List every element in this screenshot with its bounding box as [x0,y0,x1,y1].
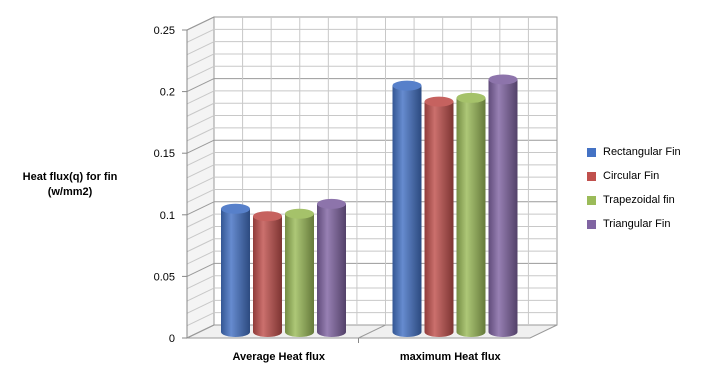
y-tick-label: 0 [169,333,175,345]
gridline-side [186,225,215,240]
bar-body [456,97,486,337]
bar [456,92,486,337]
x-category-label: Average Heat flux [232,351,325,363]
bar-body [221,208,250,337]
bar-body [253,216,282,337]
y-axis-label: Heat flux(q) for fin (w/mm2) [22,171,118,198]
bar-top [488,74,518,85]
gridline-side [186,53,215,68]
bars [221,74,518,337]
bar-top [392,80,422,91]
bar [424,96,454,337]
bar-top [424,96,454,107]
gridline-side [186,115,215,130]
gridline-side [186,213,215,228]
legend-swatch [587,171,596,181]
gridline-side [186,102,215,117]
gridline-side [186,324,215,339]
legend: Rectangular Fin Circular Fin Trapezoidal f… [587,140,681,236]
legend-item: Rectangular Fin [587,140,681,164]
legend-label: Triangular Fin [603,218,671,230]
bar-body [392,85,422,337]
bar-body [488,79,518,337]
legend-label: Trapezoidal fin [603,194,675,206]
gridline-side [186,127,215,142]
bar [488,74,518,337]
legend-swatch [587,147,596,157]
gridline-side [186,152,215,166]
gridline-side [186,250,215,265]
bar-top [456,92,486,103]
bar [285,208,314,337]
gridline-side [186,164,215,179]
gridline-side [186,78,215,93]
bar [317,198,346,337]
bar-top [221,203,250,214]
legend-swatch [587,195,596,205]
y-tick-label: 0.05 [154,271,175,283]
bar [221,203,250,337]
legend-item: Circular Fin [587,164,681,188]
bar-top [285,208,314,219]
gridline-side [186,299,215,314]
gridline-side [186,65,215,80]
gridline-side [186,90,215,105]
gridline-side [186,28,215,43]
legend-swatch [587,219,596,229]
gridline-side [186,41,215,56]
gridline-side [186,238,215,253]
gridline-side [186,312,215,327]
x-category-label: maximum Heat flux [400,351,502,363]
y-tick-labels: 0 0.05 0.1 0.15 0.2 0.25 [154,25,187,345]
bar-top [317,198,346,209]
legend-item: Trapezoidal fin [587,188,681,212]
legend-label: Circular Fin [603,170,660,182]
category-divider [358,324,386,339]
bar [392,80,422,337]
bar-body [317,203,346,337]
gridline-side [186,275,215,290]
y-tick-label: 0.25 [154,25,175,37]
bar [253,211,282,337]
gridline-side [186,287,215,302]
legend-item: Triangular Fin [587,212,681,236]
gridline-side [186,176,215,191]
bar-body [285,213,314,337]
x-category-labels: Average Heat flux maximum Heat flux [232,351,501,363]
y-tick-label: 0.15 [154,148,175,160]
y-tick-label: 0.1 [160,210,175,222]
gridline-side [186,16,215,31]
bar-body [424,101,454,337]
gridline-side [186,189,215,203]
gridline-side [186,201,215,216]
y-tick-label: 0.2 [160,87,175,99]
gridline-side [186,262,215,277]
gridline-side [186,139,215,154]
bar-top [253,211,282,222]
legend-label: Rectangular Fin [603,146,681,158]
